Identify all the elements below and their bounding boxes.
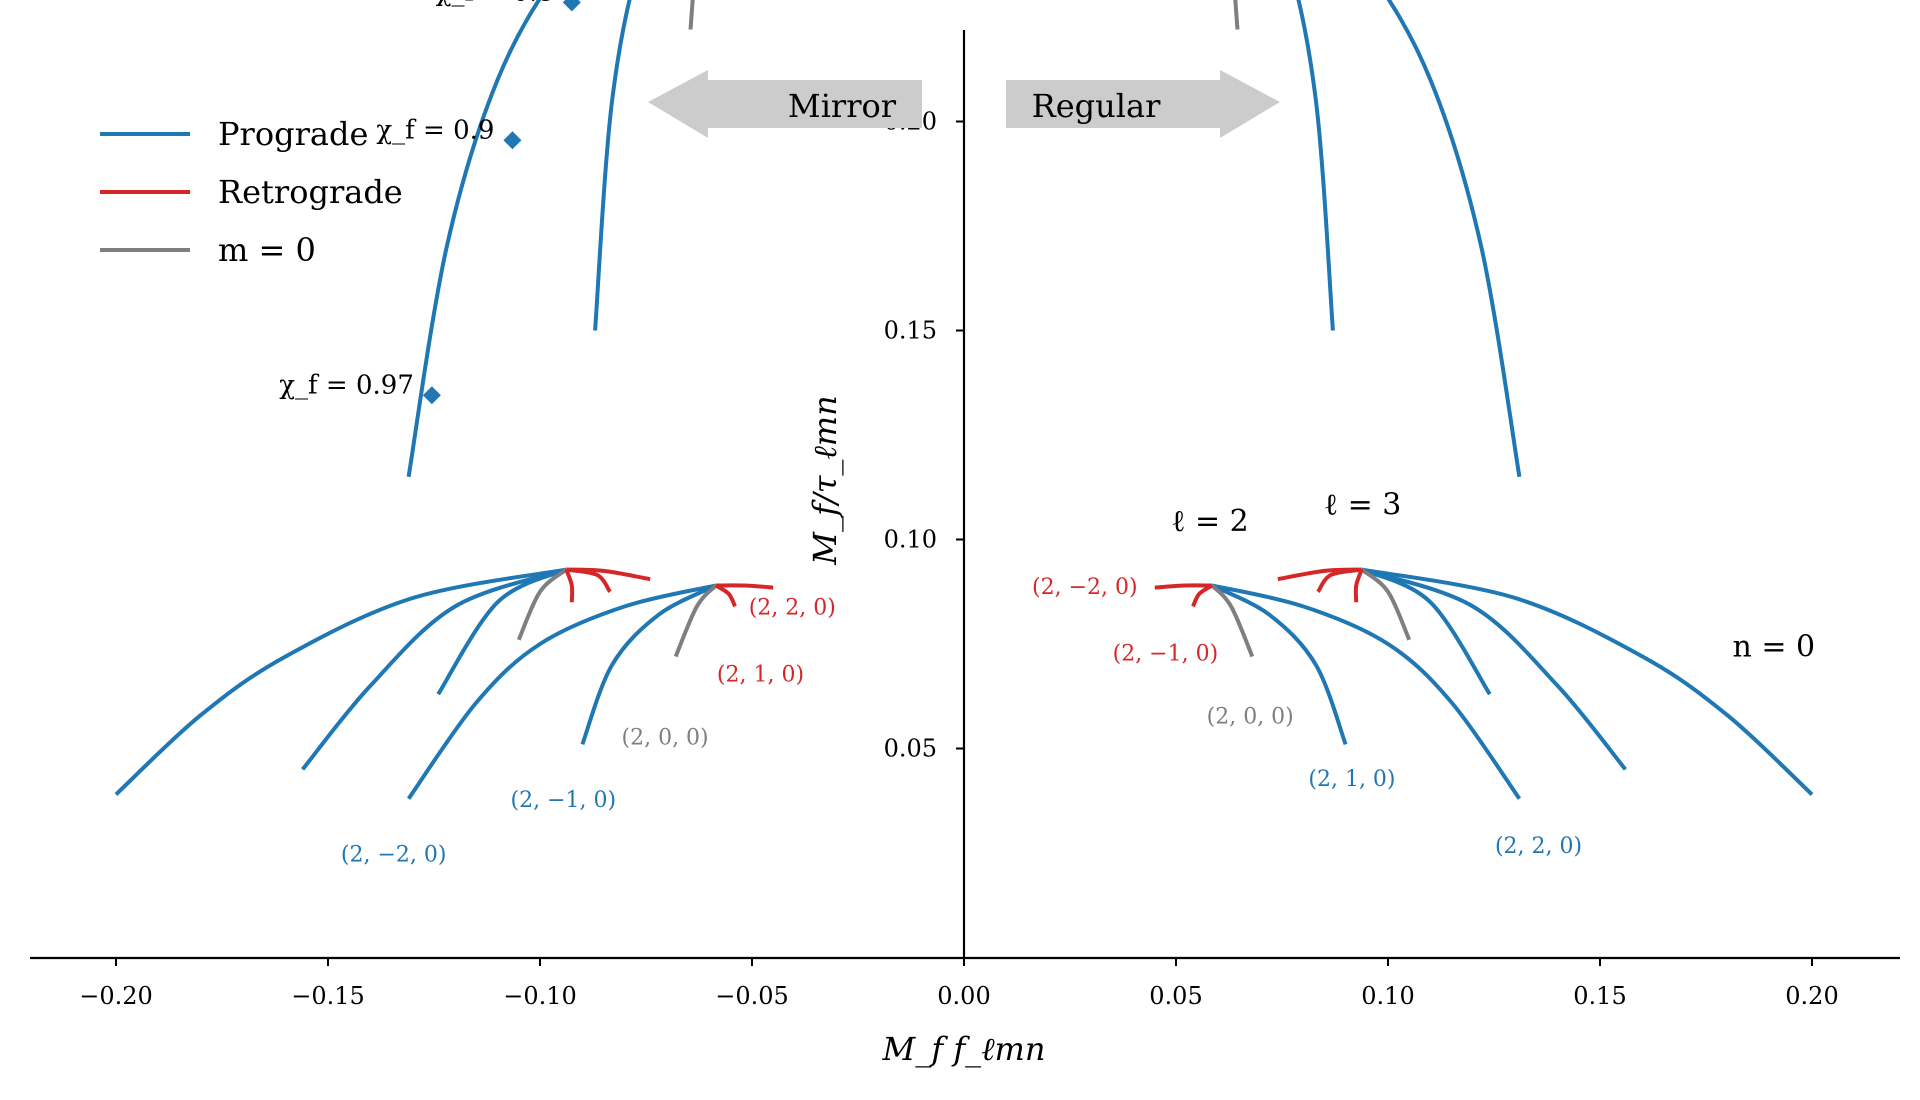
chi-marker-label: χ_f = 0.8 — [436, 0, 554, 7]
mode-label: (2, −1, 0) — [511, 788, 617, 813]
x-axis-title: M_f f_ℓmn — [882, 1030, 1046, 1068]
series-n-1-2-1-1 — [1196, 0, 1333, 331]
x-tick-label: 0.15 — [1573, 982, 1626, 1010]
series-n-1-2-0-1 — [1196, 0, 1238, 30]
x-tick-label: −0.10 — [503, 982, 577, 1010]
mode-label: (2, −2, 0) — [1032, 575, 1138, 600]
series-mirror-n-0-l-2-2-2-0 — [409, 586, 716, 799]
mode-label: (2, 1, 0) — [1308, 767, 1395, 792]
x-tick-label: −0.20 — [79, 982, 153, 1010]
x-tick-label: −0.15 — [291, 982, 365, 1010]
x-ticks: −0.20 −0.15 −0.10 −0.05 0.00 0.05 0.10 0.15 0.20 — [79, 958, 1838, 1010]
annotation-label: n = 0 — [1733, 630, 1816, 665]
y-axis-title: M_f/τ_ℓmn — [806, 395, 844, 565]
annotation-label: ℓ = 2 — [1171, 504, 1249, 539]
series-mirror-n-1-2-2-1 — [409, 0, 732, 477]
x-tick-label: 0.00 — [937, 982, 990, 1010]
series-n-0-l-3-3-3-0 — [1278, 570, 1362, 580]
chi-marker-label: χ_f = 0.9 — [376, 115, 494, 145]
mode-label: (2, −1, 0) — [1113, 642, 1219, 667]
mode-label: (2, 0, 0) — [1207, 704, 1294, 729]
annotation-label: ℓ = 3 — [1324, 487, 1402, 522]
mode-label: (2, 2, 0) — [749, 596, 836, 621]
x-tick-label: 0.05 — [1149, 982, 1202, 1010]
chi-marker-label: χ_f = 0.97 — [279, 370, 414, 400]
y-tick-label: 0.05 — [884, 735, 937, 763]
series-mirror-n-0-l-3-3-2-0 — [303, 570, 567, 770]
series-mirror-n-0-l-2-2-1-0 — [716, 586, 735, 607]
mode-label: (2, −2, 0) — [341, 842, 447, 867]
chi-marker — [423, 386, 441, 404]
legend-label-prograde: Prograde — [218, 115, 368, 153]
series-mirror-n-0-l-3-3-1-0 — [566, 570, 572, 603]
x-tick-label: 0.10 — [1361, 982, 1414, 1010]
series-n-0-l-3-3-2-0 — [1362, 570, 1626, 770]
series-mirror-n-0-l-2-2-2-0 — [716, 585, 773, 587]
regular-arrow: Regular — [1006, 70, 1280, 138]
series-mirror-n-1-2-0-1 — [691, 0, 733, 30]
legend-label-m0: m = 0 — [218, 231, 316, 269]
series-n-0-l-2-2-2-0 — [1155, 585, 1212, 587]
series-mirror-n-0-l-3-3-3-0 — [566, 570, 650, 580]
x-tick-label: 0.20 — [1785, 982, 1838, 1010]
annotations-layer: ℓ = 2n = 1ℓ = 2ℓ = 3n = 0(2, −2, 0)(2, −… — [341, 0, 1815, 867]
mode-label: (2, 0, 0) — [622, 725, 709, 750]
mode-label: (2, 1, 0) — [717, 663, 804, 688]
chi-marker — [503, 131, 521, 149]
y-tick-label: 0.15 — [884, 317, 937, 345]
series-n-0-l-2-2-1-0 — [1193, 586, 1212, 607]
mode-label: (2, 2, 0) — [1495, 834, 1582, 859]
series-mirror-n-1-2-1-1 — [595, 0, 732, 331]
y-tick-label: 0.10 — [884, 526, 937, 554]
x-tick-label: −0.05 — [715, 982, 789, 1010]
chi-marker — [563, 0, 581, 11]
mirror-arrow: Mirror — [648, 70, 922, 138]
legend-label-retrograde: Retrograde — [218, 173, 403, 211]
regular-arrow-label: Regular — [1032, 87, 1161, 125]
legend: Prograde Retrograde m = 0 — [100, 115, 403, 269]
mirror-arrow-label: Mirror — [788, 87, 897, 125]
series-n-1-2-2-1 — [1196, 0, 1520, 477]
series-n-0-l-3-3-1-0 — [1356, 570, 1362, 603]
